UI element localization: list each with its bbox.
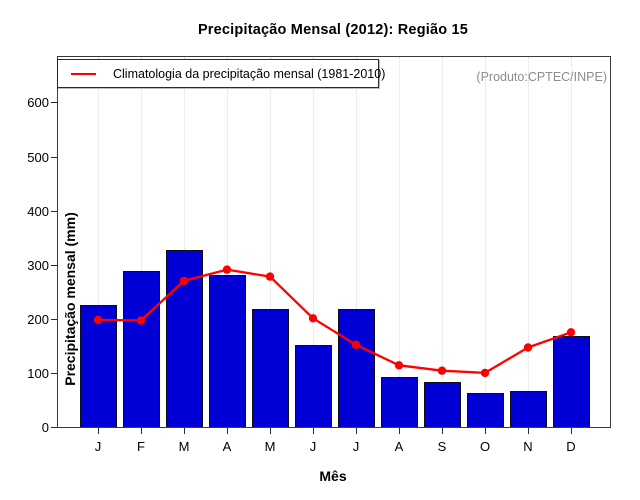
bar-N-11 [509,391,547,427]
y-tick [51,427,57,428]
y-tick [51,264,57,266]
climatology-polyline [97,268,572,375]
y-tick [51,210,57,212]
gridline [312,57,314,427]
legend-line-sample [71,72,96,75]
x-tick-label-3: M [178,439,190,454]
y-tick [51,372,57,374]
x-tick [571,428,572,434]
climatology-point-10 [480,368,490,378]
gridline [97,57,99,427]
x-tick-label-5: M [264,439,276,454]
x-tick-label-8: A [394,439,404,454]
bar-S-9 [423,382,461,427]
x-tick [356,428,357,434]
x-tick [227,428,228,434]
x-tick [184,428,185,434]
bar-F-2 [122,271,160,427]
y-tick-label: 600 [27,95,49,111]
watermark-text: (Produto:CPTEC/INPE) [476,70,607,84]
x-tick-label-6: J [309,439,317,454]
climatology-point-2 [136,316,146,325]
gridline [398,57,400,427]
chart-title: Precipitação Mensal (2012): Região 15 [197,22,469,38]
climatology-line [93,265,576,378]
climatology-point-7 [351,340,361,349]
bar-D-12 [552,336,590,427]
gridline [441,57,443,427]
bar-M-5 [251,309,289,427]
climatology-point-8 [394,361,404,370]
gridline [484,57,486,427]
bar-J-7 [337,309,375,427]
y-tick-label: 300 [27,257,49,273]
bar-J-6 [294,345,332,427]
y-tick-label: 400 [27,203,49,219]
climatology-point-11 [523,343,533,352]
y-tick-label: 500 [27,149,49,165]
legend: Climatologia da precipitação mensal (198… [57,59,385,88]
x-tick [485,428,486,434]
gridline [140,57,142,427]
y-tick [51,102,57,104]
climatology-point-9 [437,366,447,375]
climatology-point-5 [265,272,275,281]
gridline [527,57,529,427]
bar-A-4 [208,275,246,427]
bar-A-8 [380,377,418,427]
x-tick [270,428,271,434]
x-tick-label-7: J [352,439,360,454]
climatology-point-3 [179,276,189,286]
x-tick-label-12: D [566,439,576,454]
gridline [355,57,357,427]
x-tick-label-10: O [479,439,491,454]
x-tick [528,428,529,434]
climatology-point-4 [222,265,232,274]
x-tick-label-1: J [94,439,102,454]
x-tick [313,428,314,434]
gridline [183,57,185,427]
x-tick [399,428,400,434]
x-tick-label-9: S [437,439,447,454]
y-tick [51,318,57,320]
gridline [269,57,271,427]
x-tick-label-2: F [137,439,145,454]
gridline [570,57,572,427]
y-tick-label: 100 [27,365,49,381]
bar-O-10 [466,393,504,427]
climatology-point-12 [566,328,576,337]
x-tick [141,428,142,434]
x-axis-label: Mês [319,468,347,484]
legend-label: Climatologia da precipitação mensal (198… [113,66,386,81]
x-tick [98,428,99,434]
climatology-point-6 [308,314,318,323]
climatology-point-1 [93,315,103,325]
y-tick-label: 0 [41,420,49,435]
y-tick [51,156,57,158]
x-tick [442,428,443,434]
gridline [226,57,228,427]
y-tick-label: 200 [27,311,49,327]
x-tick-label-4: A [222,439,232,454]
x-tick-label-11: N [523,439,533,454]
bar-J-1 [79,305,117,427]
plot-area: 0 100 200 300 400 500 600 J F M A M J J A S O N D Climato… [27,56,611,453]
